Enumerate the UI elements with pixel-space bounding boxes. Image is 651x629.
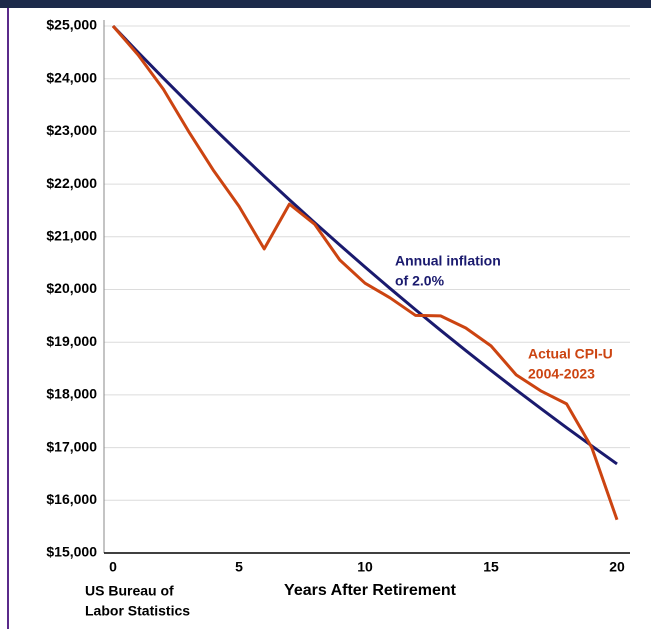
y-tick-label: $22,000 [46, 175, 97, 191]
y-tick-label: $15,000 [46, 544, 97, 560]
y-tick-label: $19,000 [46, 333, 97, 349]
x-axis-title: Years After Retirement [284, 582, 457, 599]
x-tick-label: 5 [235, 559, 243, 575]
y-tick-label: $24,000 [46, 69, 97, 85]
x-tick-label: 20 [609, 559, 625, 575]
x-tick-label: 10 [357, 559, 373, 575]
y-tick-label: $18,000 [46, 386, 97, 402]
y-tick-label: $20,000 [46, 280, 97, 296]
top-bar [0, 0, 651, 8]
x-tick-label: 0 [109, 559, 117, 575]
y-tick-label: $25,000 [46, 17, 97, 33]
y-tick-label: $17,000 [46, 438, 97, 454]
y-tick-label: $23,000 [46, 122, 97, 138]
annotation: Annual inflation [395, 253, 501, 269]
series-line [111, 24, 618, 466]
series-line [111, 25, 619, 521]
x-tick-label: 15 [483, 559, 499, 575]
source-note: Labor Statistics [85, 603, 190, 619]
y-tick-label: $21,000 [46, 228, 97, 244]
y-tick-label: $16,000 [46, 491, 97, 507]
source-note: US Bureau of [85, 583, 174, 599]
annotation: of 2.0% [395, 273, 445, 289]
annotation: 2004-2023 [528, 366, 595, 382]
annotation: Actual CPI-U [528, 346, 613, 362]
